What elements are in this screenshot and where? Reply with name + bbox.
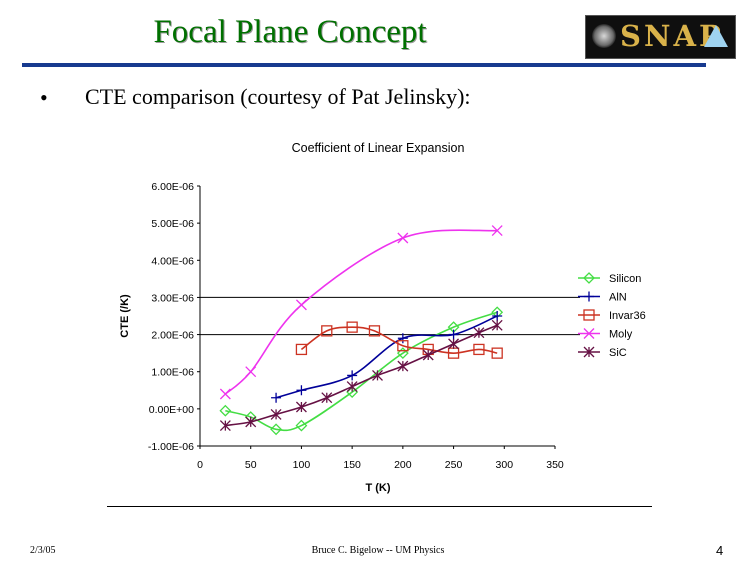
legend-marker-invar36 — [583, 309, 595, 321]
data-point-silicon — [396, 347, 409, 360]
data-point-invar36 — [473, 343, 485, 356]
data-point-invar36 — [491, 347, 503, 359]
x-tick-label: 250 — [445, 459, 463, 471]
x-tick-label: 50 — [245, 459, 257, 471]
y-tick-label: -1.00E-06 — [148, 441, 194, 453]
data-point-sic — [372, 369, 383, 381]
legend-label-moly: Moly — [609, 329, 633, 341]
data-point-invar36 — [397, 340, 409, 352]
legend-label-invar36: Invar36 — [609, 310, 646, 322]
y-tick-label: 0.00E+00 — [149, 404, 194, 416]
chart-title: Coefficient of Linear Expansion — [292, 141, 465, 155]
data-point-moly — [245, 366, 257, 378]
data-point-aln — [296, 385, 307, 396]
data-point-silicon — [295, 419, 308, 432]
slide-title: Focal Plane Concept — [153, 14, 427, 50]
cte-chart: Coefficient of Linear Expansion T (K) CT… — [119, 141, 646, 494]
data-point-aln — [492, 311, 503, 321]
prism-icon — [704, 25, 728, 47]
data-point-silicon — [219, 404, 232, 417]
legend-marker-aln — [584, 291, 594, 302]
data-point-sic — [245, 416, 257, 428]
data-point-sic — [295, 401, 307, 413]
x-tick-label: 350 — [546, 459, 564, 471]
y-tick-label: 5.00E-06 — [151, 218, 194, 230]
page-number: 4 — [716, 543, 724, 558]
legend-label-sic: SiC — [609, 347, 627, 359]
data-point-sic — [397, 360, 409, 372]
footer-rule — [107, 506, 652, 507]
legend-label-aln: AlN — [609, 292, 627, 304]
data-point-sic — [321, 392, 333, 404]
x-tick-label: 150 — [343, 459, 361, 471]
legend-marker-silicon — [583, 272, 595, 284]
data-point-invar36 — [346, 321, 358, 333]
data-point-aln — [271, 392, 282, 403]
data-point-sic — [448, 338, 460, 350]
title-rule — [22, 63, 706, 67]
data-point-sic — [491, 319, 503, 331]
data-point-invar36 — [295, 343, 308, 356]
y-tick-label: 2.00E-06 — [151, 330, 194, 342]
y-tick-label: 6.00E-06 — [151, 181, 194, 193]
data-point-invar36 — [321, 325, 333, 337]
data-point-sic — [346, 381, 358, 393]
series-line-invar36 — [300, 326, 498, 354]
data-point-sic — [473, 327, 485, 339]
y-tick-label: 4.00E-06 — [151, 255, 194, 267]
x-axis-label: T (K) — [365, 482, 390, 494]
footer-author: Bruce C. Bigelow -- UM Physics — [311, 545, 445, 556]
data-point-aln — [448, 329, 459, 340]
legend-marker-moly — [583, 328, 595, 339]
data-point-sic — [219, 420, 231, 432]
bullet-marker: • — [40, 85, 48, 110]
x-tick-label: 300 — [496, 459, 514, 471]
y-tick-label: 3.00E-06 — [151, 292, 194, 304]
y-axis-label: CTE (/K) — [119, 294, 131, 338]
series-line-silicon — [225, 311, 498, 432]
x-tick-label: 200 — [394, 459, 412, 471]
data-point-moly — [397, 232, 409, 244]
data-point-invar36 — [368, 325, 381, 337]
series-line-aln — [275, 315, 498, 399]
series-line-sic — [225, 324, 498, 427]
galaxy-icon — [592, 24, 616, 48]
data-point-aln — [347, 370, 358, 381]
data-point-moly — [295, 299, 307, 311]
data-point-sic — [422, 349, 434, 361]
data-point-aln — [397, 333, 408, 344]
data-point-sic — [270, 408, 282, 420]
data-point-moly — [219, 388, 231, 400]
logo-text: SNAP — [620, 19, 724, 53]
bullet-text: CTE comparison (courtesy of Pat Jelinsky… — [85, 84, 471, 109]
data-point-silicon — [270, 423, 282, 436]
footer-date: 2/3/05 — [30, 545, 56, 556]
x-tick-label: 100 — [293, 459, 311, 471]
x-tick-label: 0 — [197, 459, 203, 471]
snap-logo: SNAP — [585, 15, 736, 59]
legend-marker-sic — [583, 346, 595, 358]
legend-label-silicon: Silicon — [609, 273, 641, 285]
y-tick-label: 1.00E-06 — [151, 367, 194, 379]
data-point-moly — [491, 225, 503, 237]
